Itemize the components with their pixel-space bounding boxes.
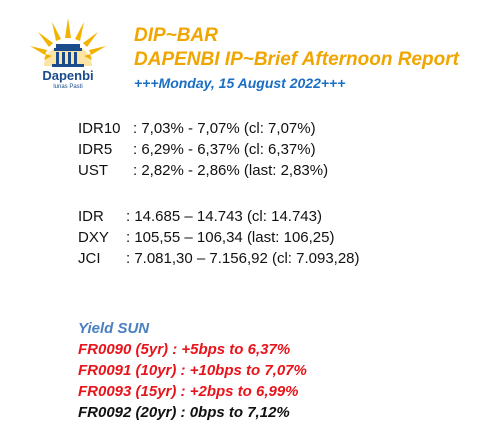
bond-rates: IDR10 : 7,03% - 7,07% (cl: 7,07%) IDR5 : 6… [78,118,328,181]
rate-row-ust: UST : 2,82% - 2,86% (last: 2,83%) [78,160,328,181]
rate-row-idr5: IDR5 : 6,29% - 6,37% (cl: 6,37%) [78,139,328,160]
rate-value: : 105,55 – 106,34 (last: 106,25) [126,229,335,246]
rate-value: : 2,82% - 2,86% (last: 2,83%) [133,162,329,179]
yield-row-fr0093: FR0093 (15yr) : +2bps to 6,99% [78,383,299,400]
report-title: DIP~BAR [134,25,218,46]
rate-row-idr: IDR : 14.685 – 14.743 (cl: 14.743) [78,206,360,227]
market-rates: IDR : 14.685 – 14.743 (cl: 14.743) DXY : 1… [78,206,360,269]
yield-sun-section: Yield SUN FR0090 (5yr) : +5bps to 6,37% … [78,318,307,423]
logo-tagline: lunas Pasti [53,84,83,90]
rate-label: IDR10 [78,120,121,137]
yield-sun-title: Yield SUN [78,320,150,337]
report-subtitle: DAPENBI IP~Brief Afternoon Report [134,49,459,70]
logo-brand: Dapenbi [42,68,94,83]
rate-row-dxy: DXY : 105,55 – 106,34 (last: 106,25) [78,227,360,248]
rate-label: DXY [78,229,109,246]
yield-row-fr0092: FR0092 (20yr) : 0bps to 7,12% [78,404,290,421]
rate-label: IDR [78,208,104,225]
rate-label: IDR5 [78,141,113,158]
dapenbi-logo: Dapenbi lunas Pasti [14,14,122,94]
report-date: +++Monday, 15 August 2022+++ [134,75,346,91]
rate-label: JCI [78,250,101,267]
yield-row-fr0091: FR0091 (10yr) : +10bps to 7,07% [78,362,307,379]
rate-row-idr10: IDR10 : 7,03% - 7,07% (cl: 7,07%) [78,118,328,139]
rate-value: : 7,03% - 7,07% (cl: 7,07%) [133,120,316,137]
report-header: DIP~BAR DAPENBI IP~Brief Afternoon Repor… [134,24,459,94]
rate-value: : 6,29% - 6,37% (cl: 6,37%) [133,141,316,158]
rate-value: : 14.685 – 14.743 (cl: 14.743) [126,208,322,225]
rate-value: : 7.081,30 – 7.156,92 (cl: 7.093,28) [126,250,360,267]
rate-label: UST [78,162,108,179]
sun-building-icon [30,18,106,67]
yield-row-fr0090: FR0090 (5yr) : +5bps to 6,37% [78,341,291,358]
rate-row-jci: JCI : 7.081,30 – 7.156,92 (cl: 7.093,28) [78,248,360,269]
